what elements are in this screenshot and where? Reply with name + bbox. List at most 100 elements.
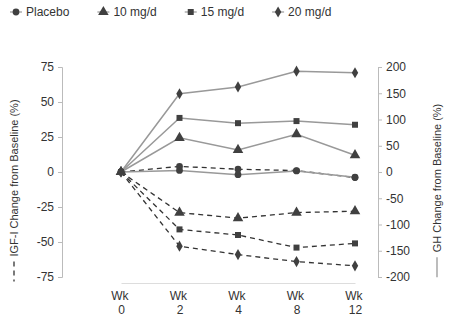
marker [352,67,358,78]
marker [352,260,358,271]
marker [293,168,300,175]
tick-label: Wk 8 [287,289,308,317]
axis-line [122,283,356,284]
tick: -100 [378,218,410,232]
axis-title-text: IGF-I Change from Baseline (%) [8,99,20,256]
tick: 25 [41,130,62,144]
y2-axis: -200 -150 -100 -50 0 50 100 150 200 [378,60,410,284]
tick-mark [378,67,382,68]
axis-title-text: GH Change from Baseline (%) [431,104,443,253]
tick-label: 25 [41,130,55,144]
legend-item: 15 mg/d [185,5,244,19]
marker [350,149,361,158]
tick-label: 200 [386,60,406,74]
tick-mark [378,146,382,147]
legend-marker [13,9,20,16]
tick-label: 50 [41,95,55,109]
axis-title: GH Change from Baseline (%) [431,104,443,278]
legend-marker [188,9,194,15]
tick: 50 [378,139,400,153]
tick-mark [378,277,382,278]
legend-item: Placebo [10,5,70,19]
marker [235,120,241,126]
axis-title: IGF-I Change from Baseline (%) [8,99,20,281]
marker [293,167,300,174]
legend-item: 20 mg/d [272,5,331,19]
marker [350,205,361,214]
tick-mark [378,225,382,226]
tick-label: Wk 0 [111,289,132,317]
tick-label: 100 [386,113,406,127]
marker [174,132,185,141]
tick: 50 [41,95,62,109]
marker [293,256,299,267]
tick-mark [378,120,382,121]
tick: -150 [378,244,410,258]
marker [291,128,302,137]
marker [177,115,183,121]
tick: -50 [378,192,404,206]
marker [352,174,359,181]
series-line [121,170,355,177]
marker [233,144,244,153]
marker [352,122,358,128]
axis-title-key [13,262,14,282]
series-line [121,172,355,218]
tick-mark [58,137,62,138]
marker [294,118,300,124]
marker [235,232,241,238]
marker [352,240,358,246]
marker [235,81,241,92]
tick-label: -200 [386,270,410,284]
tick-mark [58,172,62,173]
legend-item: 10 mg/d [97,5,156,19]
tick: Wk 4 [228,283,249,317]
tick: -25 [37,200,62,214]
tick: -75 [37,270,62,284]
marker [118,166,124,177]
y-axis: -75-50-250255075 [37,60,63,284]
legend-label: Placebo [26,5,70,19]
tick: -200 [378,270,410,284]
marker [235,171,242,178]
tick: Wk 8 [287,283,308,317]
tick-label: Wk 12 [345,289,366,317]
axis-line [58,68,63,278]
tick-label: 75 [41,60,55,74]
tick-label: 0 [386,165,393,179]
legend-label: 20 mg/d [288,5,331,19]
marker [176,241,182,252]
marker [352,174,359,181]
tick-label: Wk 2 [170,289,191,317]
legend-label: 15 mg/d [201,5,244,19]
marker [294,245,300,251]
marker [233,212,244,221]
axis-line [379,68,383,278]
tick-mark [58,207,62,208]
tick-mark [378,198,382,199]
tick: 0 [47,165,62,179]
tick: Wk 12 [345,283,366,317]
tick: 200 [378,60,406,74]
tick-label: -75 [37,270,55,284]
marker [174,207,185,216]
tick-label: -150 [386,244,410,258]
tick-label: -50 [386,192,404,206]
marker [118,166,124,177]
tick-label: -25 [37,200,55,214]
tick-mark [378,93,382,94]
legend-marker [275,6,281,17]
tick-mark [58,242,62,243]
tick-label: 150 [386,87,406,101]
marker [176,88,182,99]
series-line [121,71,355,172]
tick: 0 [378,165,393,179]
tick: Wk 0 [111,283,132,317]
chart: -75 -50 -25 0 25 50 75 -200 -150 -100 -50 0 50 100 150… [0,0,449,328]
tick: Wk 2 [170,283,191,317]
axis-title-key [436,257,437,277]
plot-area [116,66,361,272]
legend-label: 10 mg/d [113,5,156,19]
marker [291,207,302,216]
x-axis: Wk 0 Wk 2 Wk 4 Wk 8 Wk 12 [111,283,366,317]
